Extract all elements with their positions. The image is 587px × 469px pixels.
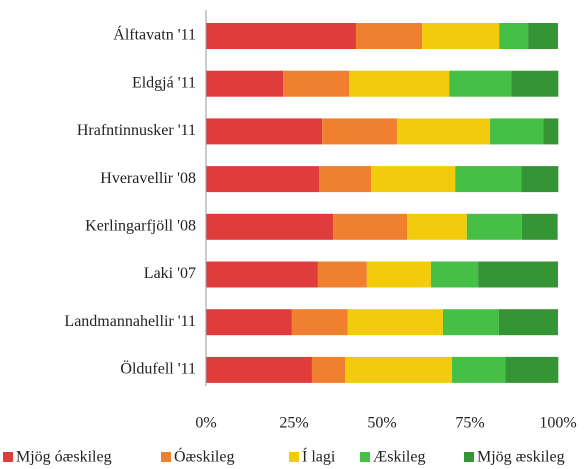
bar-segment xyxy=(349,70,450,97)
bar-segment xyxy=(521,166,559,193)
bar-segment xyxy=(333,213,407,240)
bar-segment xyxy=(452,356,506,383)
y-tick-label: Álftavatn '11 xyxy=(113,25,196,44)
x-tick-label: 0% xyxy=(195,415,216,432)
x-tick-label: 100% xyxy=(539,415,576,432)
y-tick-label: Eldgjá '11 xyxy=(132,74,196,91)
bar-segment xyxy=(371,166,456,193)
legend-label: Óæskileg xyxy=(174,447,234,466)
legend-label: Mjög æskileg xyxy=(477,449,565,466)
y-tick-label: Öldufell '11 xyxy=(120,360,196,378)
legend-label: Mjög óæskileg xyxy=(16,449,112,466)
bar-segment xyxy=(206,261,318,288)
bar-segment xyxy=(406,213,467,240)
bar-segment xyxy=(283,70,350,97)
bar-segment xyxy=(511,70,559,97)
legend-swatch xyxy=(161,452,171,462)
legend-label: Í lagi xyxy=(302,447,336,466)
bar-segment xyxy=(455,166,522,193)
bar-segment xyxy=(206,23,356,49)
bar-segment xyxy=(449,70,512,97)
bar-segment xyxy=(291,309,348,336)
bar-segment xyxy=(505,356,559,383)
bar-segment xyxy=(206,118,323,145)
bar-segment xyxy=(345,356,453,383)
bar-segment xyxy=(397,118,491,145)
bar-segment xyxy=(206,166,319,193)
bar-segment xyxy=(206,70,284,97)
bar-segment xyxy=(317,261,367,288)
bar-segment xyxy=(347,309,443,336)
bar-segment xyxy=(430,261,479,288)
y-tick-label: Laki '07 xyxy=(144,265,196,282)
bar-segment xyxy=(478,261,558,288)
legend-swatch xyxy=(3,452,13,462)
bar-segment xyxy=(322,118,398,145)
x-tick-label: 50% xyxy=(367,415,396,432)
legend-swatch xyxy=(360,452,370,462)
legend-label: Æskileg xyxy=(373,449,425,466)
bar-segment xyxy=(543,118,559,145)
bar-segment xyxy=(366,261,431,288)
bar-segment xyxy=(521,213,558,240)
x-tick-label: 25% xyxy=(279,415,308,432)
bar-segment xyxy=(206,213,334,240)
y-tick-label: Kerlingarfjöll '08 xyxy=(85,217,196,234)
y-tick-label: Hveravellir '08 xyxy=(100,170,196,187)
bar-segment xyxy=(318,166,372,193)
bar-segment xyxy=(442,309,499,336)
bar-segment xyxy=(499,23,529,49)
legend-swatch xyxy=(289,452,299,462)
bar-segment xyxy=(355,23,423,49)
x-tick-label: 75% xyxy=(455,415,484,432)
y-tick-label: Hrafntinnusker '11 xyxy=(77,122,196,139)
y-tick-label: Landmannahellir '11 xyxy=(64,313,196,330)
bar-segment xyxy=(490,118,544,145)
bar-segment xyxy=(422,23,500,49)
bar-segment xyxy=(528,23,558,49)
bar-segment xyxy=(498,309,558,336)
bar-segment xyxy=(311,356,346,383)
bar-segment xyxy=(206,309,292,336)
legend-swatch xyxy=(464,452,474,462)
bar-segment xyxy=(206,356,312,383)
bar-segment xyxy=(466,213,522,240)
